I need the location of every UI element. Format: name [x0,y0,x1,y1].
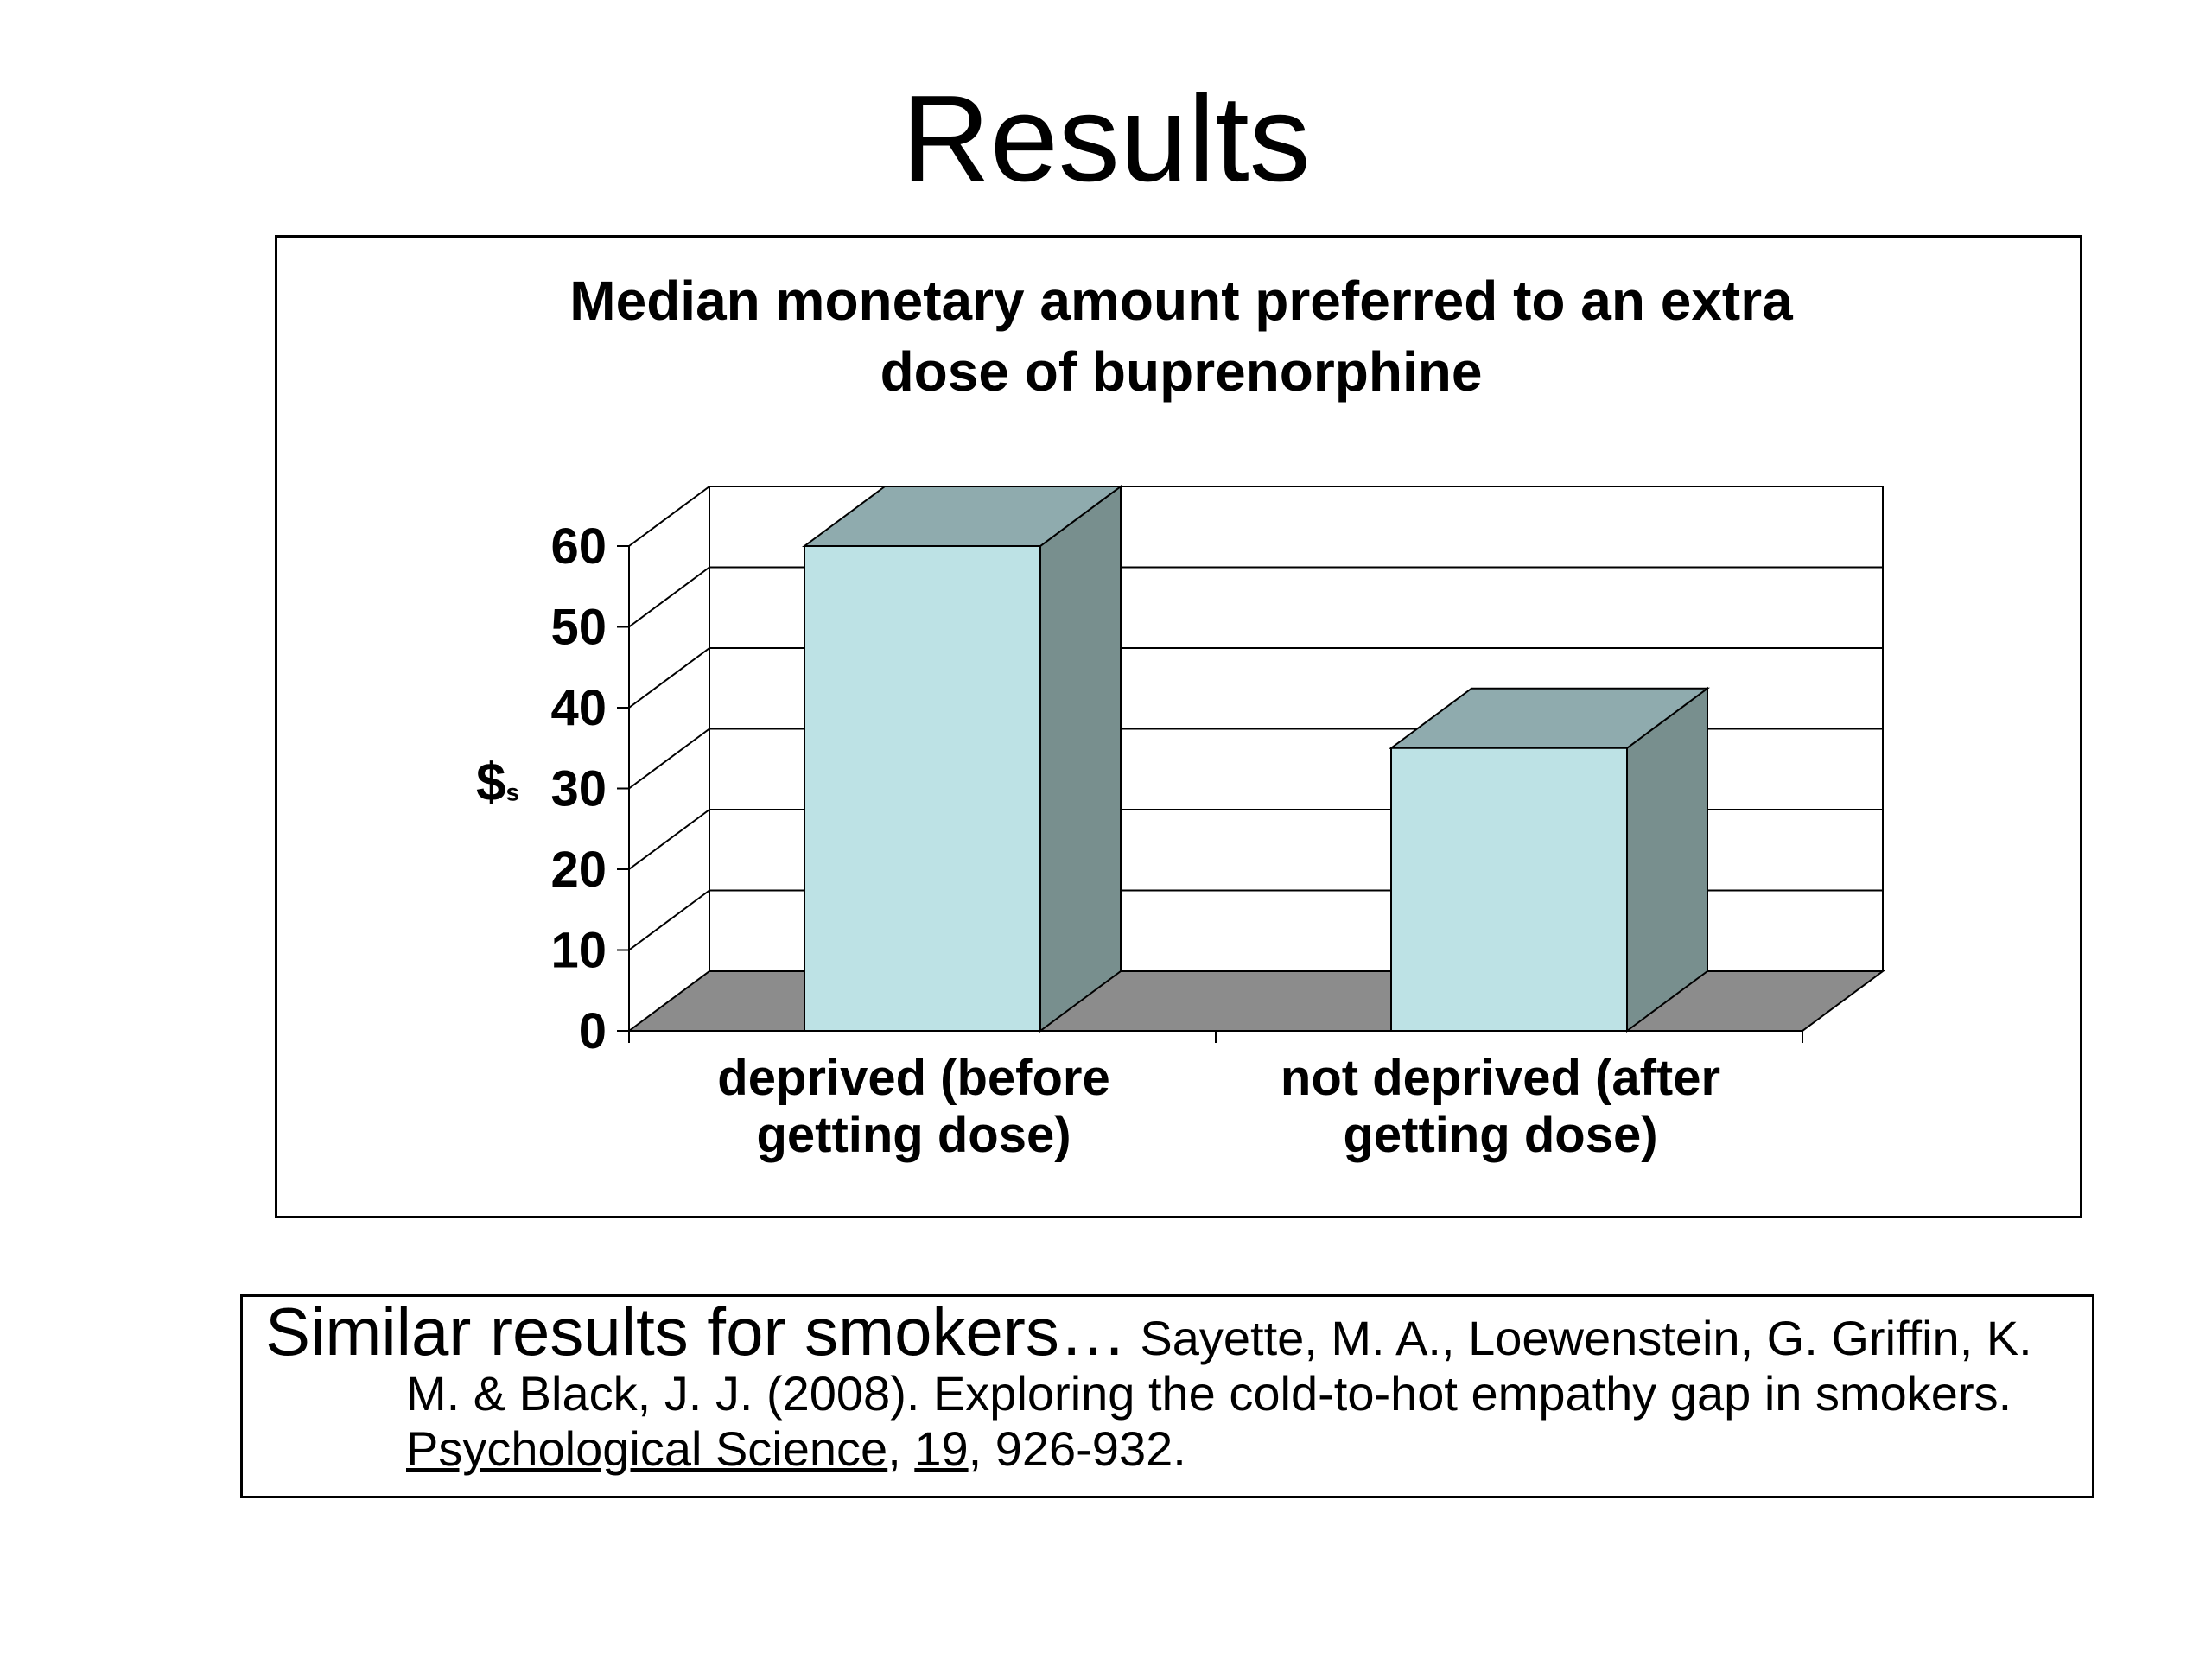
bar-1 [1390,747,1628,1032]
chart-title-line-1: Median monetary amount preferred to an e… [569,270,1793,332]
reference-box: Similar results for smokers… Sayette, M.… [240,1294,2094,1498]
bar-side-0 [1039,485,1122,1033]
y-tick-label-4: 40 [550,680,607,736]
x-tick-label-0-0: deprived (before [717,1050,1109,1106]
reference-lead: Similar results for smokers… [265,1294,1127,1370]
reference-volume: 19 [914,1421,969,1476]
y-tick-label-5: 50 [550,600,607,656]
chart-title-line-2: dose of buprenorphine [880,340,1483,403]
y-tick-label-2: 20 [550,842,607,898]
slide-title: Results [901,70,1311,207]
y-tick-label-0: 0 [579,1003,607,1059]
gridline-side-4 [628,647,710,709]
y-axis-label-main: $ [476,753,505,813]
bar-0 [804,545,1041,1032]
x-tick-label-0-1: getting dose) [756,1107,1071,1163]
gridline-side-3 [628,728,710,790]
y-tick-label-6: 60 [550,518,607,575]
y-axis-label-sub: s [505,779,519,806]
reference-pages: , 926-932. [968,1421,1186,1476]
y-tick-label-1: 10 [550,923,607,979]
reference-sep: , [887,1421,915,1476]
y-tick-label-3: 30 [550,761,607,817]
x-tick-label-1-1: getting dose) [1343,1107,1657,1163]
gridline-side-5 [628,566,710,628]
reference-journal: Psychological Science [406,1421,888,1476]
reference-authors: Sayette, M. A., Loewenstein, G. Griffin,… [406,1311,2032,1421]
gridline-side-2 [628,809,710,870]
y-axis-label: $s [476,753,519,813]
chart-frame: Median monetary amount preferred to an e… [275,235,2082,1218]
chart-title: Median monetary amount preferred to an e… [277,265,2085,407]
gridline-side-6 [628,486,710,547]
x-tick-label-1-0: not deprived (after [1281,1050,1720,1106]
gridline-side-1 [628,889,710,951]
reference-text: Similar results for smokers… Sayette, M.… [265,1298,2069,1477]
